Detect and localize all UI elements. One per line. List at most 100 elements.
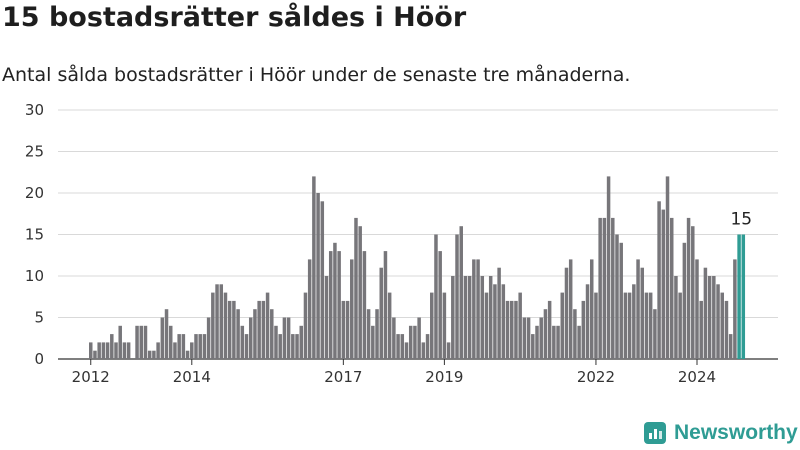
chart-subtitle: Antal sålda bostadsrätter i Höör under d… xyxy=(2,64,631,86)
bar xyxy=(110,334,114,359)
bar xyxy=(274,325,278,359)
bar xyxy=(505,300,510,359)
bar xyxy=(674,276,678,359)
bar xyxy=(606,176,611,359)
bar xyxy=(93,350,97,359)
bar xyxy=(257,300,261,359)
bar xyxy=(219,284,224,359)
y-tick-label: 25 xyxy=(25,143,44,161)
bar xyxy=(122,342,127,359)
bar xyxy=(619,242,623,359)
bar xyxy=(173,342,177,359)
bar xyxy=(446,342,451,359)
bar xyxy=(396,334,400,359)
bar xyxy=(724,300,729,359)
bar xyxy=(337,251,341,359)
bar xyxy=(333,242,337,359)
x-tick-label: 2012 xyxy=(72,368,110,386)
bar xyxy=(497,267,501,359)
bar xyxy=(531,334,535,359)
bar xyxy=(564,267,569,359)
bar xyxy=(455,234,459,359)
bar xyxy=(366,309,371,359)
bar xyxy=(560,292,565,359)
bar xyxy=(716,284,720,359)
y-tick-label: 30 xyxy=(25,101,44,119)
bar xyxy=(371,325,375,359)
highlighted-bar xyxy=(741,234,746,359)
bar xyxy=(114,342,118,359)
bar xyxy=(510,300,514,359)
bar xyxy=(190,342,194,359)
bar xyxy=(232,300,236,359)
bar xyxy=(640,267,645,359)
bar xyxy=(611,217,615,359)
bar xyxy=(168,325,173,359)
bar xyxy=(392,317,396,359)
bar xyxy=(598,217,602,359)
x-tick-label: 2024 xyxy=(678,368,716,386)
bar xyxy=(320,201,325,359)
bar xyxy=(248,317,253,359)
bar xyxy=(97,342,101,359)
bar xyxy=(316,193,320,359)
bar xyxy=(417,317,421,359)
bar xyxy=(488,276,493,359)
bar xyxy=(240,325,245,359)
bar xyxy=(463,276,468,359)
bar xyxy=(295,334,299,359)
bar xyxy=(661,209,666,359)
bar xyxy=(185,350,190,359)
bar xyxy=(354,217,358,359)
bar xyxy=(312,176,316,359)
bar xyxy=(438,251,442,359)
chart-title: 15 bostadsrätter såldes i Höör xyxy=(2,2,467,33)
bar xyxy=(206,317,211,359)
bar xyxy=(135,325,139,359)
bar xyxy=(543,309,548,359)
bar xyxy=(261,300,266,359)
bar xyxy=(152,350,156,359)
bar xyxy=(484,292,489,359)
bar xyxy=(665,176,670,359)
bar xyxy=(653,309,657,359)
bar xyxy=(552,325,556,359)
bar xyxy=(291,334,295,359)
bar xyxy=(425,334,430,359)
bar xyxy=(211,292,215,359)
bar xyxy=(526,317,531,359)
bar xyxy=(379,267,383,359)
bar-chart: 0 5 10 15 20 25 30 2012 2014 2017 2019 2022 2024 15 xyxy=(25,101,778,386)
bar xyxy=(434,234,438,359)
bar xyxy=(194,334,198,359)
bar xyxy=(383,251,388,359)
bar xyxy=(522,317,527,359)
bar xyxy=(413,325,417,359)
bar xyxy=(164,309,169,359)
bar xyxy=(387,292,392,359)
bar xyxy=(699,300,703,359)
bar xyxy=(358,226,362,359)
bar xyxy=(299,325,303,359)
x-tick-label: 2017 xyxy=(324,368,362,386)
bar xyxy=(602,217,607,359)
bar xyxy=(400,334,405,359)
highlighted-bar xyxy=(737,234,741,359)
y-tick-label: 15 xyxy=(25,226,44,244)
bar xyxy=(459,226,463,359)
y-tick-label: 0 xyxy=(34,350,44,368)
bar xyxy=(303,292,308,359)
bar xyxy=(282,317,287,359)
bar xyxy=(518,292,522,359)
bar xyxy=(573,309,577,359)
bar xyxy=(202,334,207,359)
bar xyxy=(577,325,581,359)
bar xyxy=(707,276,712,359)
bar xyxy=(345,300,350,359)
y-tick-label: 5 xyxy=(34,309,44,327)
bar xyxy=(177,334,181,359)
bar xyxy=(451,276,455,359)
y-tick-label: 10 xyxy=(25,267,44,285)
y-tick-label: 20 xyxy=(25,184,44,202)
bar xyxy=(143,325,148,359)
